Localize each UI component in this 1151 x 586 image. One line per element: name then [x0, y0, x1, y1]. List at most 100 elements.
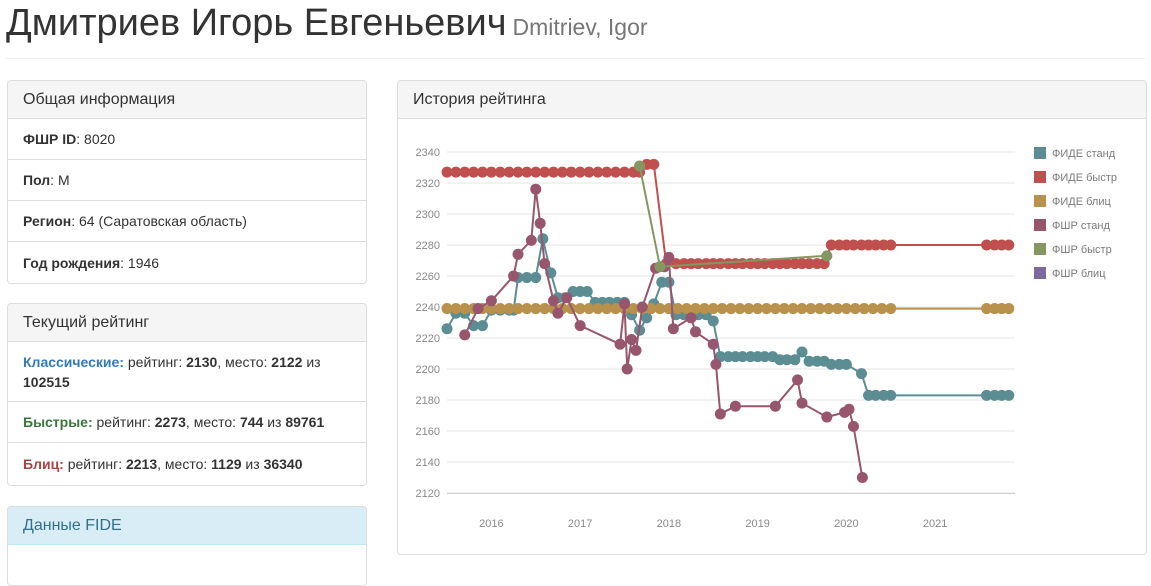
data-point [855, 368, 867, 380]
data-point [681, 303, 693, 315]
data-point [685, 312, 697, 324]
data-point [634, 160, 646, 172]
classic-rating-row: Классические: рейтинг: 2130, место: 2122… [8, 342, 366, 402]
data-point [508, 270, 520, 282]
data-point [1003, 239, 1015, 251]
place-word: место: [193, 414, 237, 430]
data-point [847, 420, 859, 432]
rapid-rating-value: 2273 [154, 414, 186, 430]
data-point [441, 303, 453, 315]
data-point [796, 397, 808, 409]
legend-swatch [1034, 195, 1046, 207]
of-word: из [306, 353, 321, 370]
data-point [761, 303, 772, 315]
general-info-panel: Общая информация ФШР ID: 8020 Пол: М Рег… [7, 80, 367, 284]
data-point [840, 358, 852, 370]
data-point [619, 298, 630, 310]
blitz-label: Блиц: [23, 455, 64, 472]
player-name: Дмитриев Игорь Евгеньевич Dmitriev, Igor [6, 0, 648, 50]
data-point [592, 166, 604, 178]
birth-year-value: 1946 [127, 254, 160, 271]
legend-swatch [1034, 147, 1046, 159]
data-point [769, 303, 781, 315]
data-point [792, 374, 804, 386]
data-point [441, 323, 453, 335]
data-point [729, 400, 741, 412]
data-point [512, 303, 524, 315]
data-point [858, 303, 870, 315]
data-point [548, 166, 559, 178]
data-point [690, 326, 701, 338]
data-point [752, 303, 764, 315]
data-point [539, 258, 551, 270]
place-word: место: [225, 353, 268, 370]
region-label: Регион [23, 213, 72, 229]
rapid-place-value: 744 [239, 414, 264, 430]
current-rating-panel: Текущий рейтинг Классические: рейтинг: 2… [7, 303, 367, 486]
data-point [707, 315, 719, 327]
data-point [885, 303, 897, 315]
data-point [870, 389, 882, 401]
legend-swatch [1034, 171, 1046, 183]
data-point [870, 239, 882, 251]
data-point [856, 472, 868, 483]
data-point [805, 303, 817, 315]
data-point [441, 166, 453, 178]
y-tick-label: 2140 [416, 457, 440, 469]
data-point [561, 292, 573, 304]
data-point [814, 303, 826, 315]
data-point [530, 183, 542, 195]
data-point [450, 166, 462, 178]
header-divider [6, 58, 1145, 59]
data-point [521, 272, 533, 284]
rapid-rating-row: Быстрые: рейтинг: 2273, место: 744 из 89… [8, 402, 366, 443]
data-point [485, 166, 497, 178]
data-point [601, 166, 613, 178]
data-point [614, 338, 626, 350]
y-tick-label: 2180 [416, 395, 440, 407]
data-point [477, 166, 488, 178]
data-point [825, 358, 837, 370]
legend-swatch [1034, 267, 1046, 279]
classic-total-value: 102515 [23, 373, 70, 390]
data-point [530, 166, 542, 178]
rapid-total-value: 89761 [285, 414, 325, 430]
data-point [494, 166, 506, 178]
data-point [832, 303, 843, 315]
data-point [530, 303, 542, 315]
data-point [981, 239, 993, 251]
region-row: Регион: 64 (Саратовская область) [8, 201, 366, 242]
data-point [1003, 303, 1015, 315]
legend-label: ФШР блиц [1052, 268, 1106, 280]
data-point [485, 295, 497, 307]
data-point [796, 303, 808, 315]
blitz-total-value: 36340 [263, 455, 303, 472]
data-point [796, 346, 808, 358]
current-rating-title: Текущий рейтинг [8, 304, 366, 342]
data-point [734, 303, 746, 315]
birth-year-label: Год рождения [23, 254, 121, 271]
legend-swatch [1034, 243, 1046, 255]
data-point [494, 303, 506, 315]
data-point [610, 303, 622, 315]
data-point [663, 251, 675, 263]
data-point [468, 166, 480, 178]
data-point [847, 239, 859, 251]
blitz-rating-row: Блиц: рейтинг: 2213, место: 1129 из 3634… [23, 455, 303, 472]
data-point [876, 303, 888, 315]
data-point [574, 166, 586, 178]
of-word: из [245, 455, 260, 472]
data-point [552, 307, 564, 319]
data-point [667, 323, 679, 335]
data-point [534, 217, 546, 229]
data-point [485, 303, 497, 315]
page-header: Дмитриев Игорь Евгеньевич Dmitriev, Igor [6, 0, 648, 46]
data-point [630, 344, 642, 356]
legend-swatch [1034, 219, 1046, 231]
data-point [503, 166, 515, 178]
sex-value: М [57, 172, 70, 188]
data-point [601, 303, 613, 315]
classic-label: Классические: [23, 353, 124, 370]
blitz-rating-value: 2213 [125, 455, 158, 472]
y-tick-label: 2120 [416, 488, 440, 500]
